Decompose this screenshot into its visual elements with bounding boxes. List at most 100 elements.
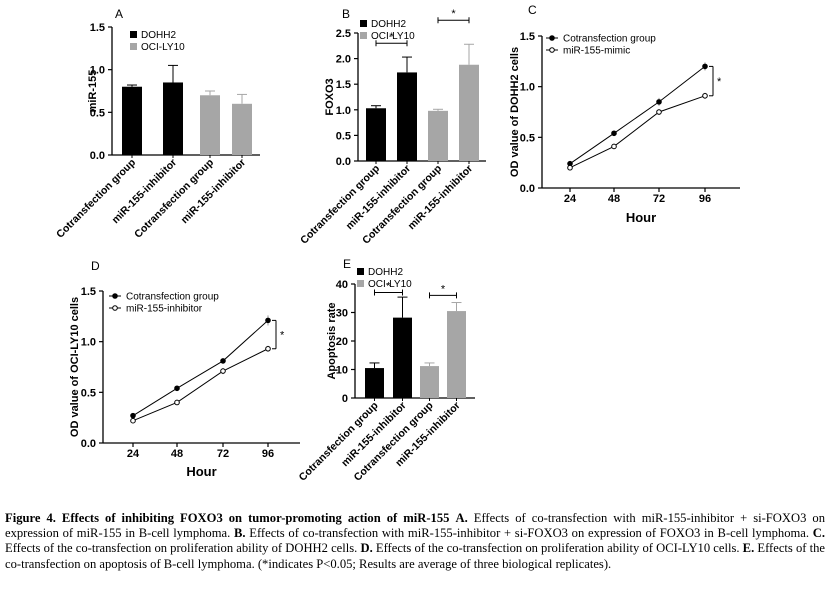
bar: [459, 64, 479, 161]
y-tick-label: 0.0: [90, 150, 105, 162]
legend-label-oci-ly10: OCI-LY10: [371, 31, 415, 42]
y-tick-label: 0.5: [81, 387, 96, 399]
caption-text-a: Effects of co-transfection with miR-155-…: [5, 511, 825, 541]
y-tick-label: 1.0: [336, 105, 351, 117]
panel-letter: A: [115, 7, 123, 21]
significance-label: *: [386, 281, 391, 293]
caption-label-e: E.: [742, 541, 755, 556]
data-point: [702, 63, 708, 70]
y-tick-label: 1.5: [520, 31, 535, 43]
significance-label: *: [717, 76, 722, 88]
caption-label-b: B.: [233, 526, 246, 541]
series-line-mir-155-mimic: [569, 95, 706, 169]
y-tick-label: 2.0: [336, 54, 351, 66]
figure-canvas: ADOHH2OCI-LY100.00.51.01.5miR-155Cotrans…: [54, 3, 740, 484]
y-tick-label: 20: [336, 336, 348, 348]
panel-letter: B: [342, 7, 350, 21]
legend-swatch-oci-ly10: [360, 32, 367, 39]
y-tick-label: 1.5: [90, 22, 105, 34]
y-tick-label: 0.5: [336, 130, 351, 142]
x-tick-label: 48: [171, 448, 183, 460]
significance-label: *: [280, 330, 285, 342]
legend-marker-cotransfection-group: [112, 293, 118, 299]
caption-label-a: A.: [455, 511, 468, 525]
legend-label-cotransfection-group: Cotransfection group: [563, 34, 656, 45]
data-point: [611, 143, 617, 150]
legend-marker-mir-155-mimic: [549, 47, 555, 53]
y-tick-label: 1.5: [81, 286, 96, 298]
legend-label-dohh2: DOHH2: [141, 30, 176, 41]
bar: [397, 72, 417, 161]
legend-label-oci-ly10: OCI-LY10: [368, 279, 412, 290]
y-tick-label: 1.0: [520, 82, 535, 94]
legend-swatch-oci-ly10: [130, 43, 137, 50]
data-point: [567, 164, 573, 171]
bar: [447, 311, 466, 398]
data-point: [174, 385, 180, 392]
caption-text-d: Effects of the co-transfection on prolif…: [375, 541, 740, 556]
bar: [393, 317, 412, 398]
legend-swatch-dohh2: [357, 268, 364, 275]
bar: [420, 366, 439, 398]
figure-caption: Figure 4. Effects of inhibiting FOXO3 on…: [5, 511, 825, 572]
y-tick-label: 40: [336, 279, 348, 291]
panel-c-chart: C 0.0 0.5 1.0 1.5 OD value of DOHH2 cells 24 48…: [509, 3, 740, 225]
caption-text-e: Effects of the co-transfection on apopto…: [5, 541, 826, 571]
y-tick-label: 0.5: [520, 132, 535, 144]
x-tick-label: 24: [127, 448, 140, 460]
legend-label-dohh2: DOHH2: [371, 19, 406, 30]
caption-label-d: D.: [360, 541, 373, 556]
y-axis-title: OD value of OCI-LY10 cells: [69, 297, 81, 437]
y-tick-label: 10: [336, 365, 348, 377]
legend-marker-cotransfection-group: [549, 35, 555, 41]
data-point: [611, 130, 617, 137]
data-point: [130, 412, 136, 419]
y-tick-label: 2.5: [336, 28, 351, 40]
panel-letter: E: [343, 257, 351, 271]
bar: [428, 110, 448, 161]
significance-label: *: [389, 31, 394, 43]
x-tick-label: 72: [653, 193, 665, 205]
data-point: [265, 345, 271, 352]
bar: [122, 86, 142, 155]
legend-label-mir-155-mimic: miR-155-mimic: [563, 46, 630, 57]
significance-label: *: [441, 283, 446, 295]
data-point: [702, 92, 708, 99]
x-tick-label: 72: [217, 448, 229, 460]
y-tick-label: 1.0: [90, 65, 105, 77]
legend-label-cotransfection-group: Cotransfection group: [126, 292, 219, 303]
x-tick-label: 96: [699, 193, 711, 205]
figure: A DOHH2 OCI-LY10 0.0 0.5 1.0 1.5 miR-155 Cotrans…: [54, 3, 740, 484]
bar: [163, 82, 183, 155]
x-tick-label: Cotransfection group: [54, 157, 138, 241]
legend-label-oci-ly10: OCI-LY10: [141, 42, 185, 53]
legend-swatch-dohh2: [360, 20, 367, 27]
caption-text-c: Effects of the co-transfection on prolif…: [5, 541, 358, 556]
y-axis-title: FOXO3: [324, 78, 336, 115]
y-tick-label: 1.5: [336, 79, 351, 91]
data-point: [130, 417, 136, 424]
bar: [366, 108, 386, 161]
y-tick-label: 0.0: [520, 183, 535, 195]
y-axis-title: Apoptosis rate: [326, 302, 338, 379]
y-tick-label: 0.0: [336, 156, 351, 168]
y-tick-label: 0.0: [81, 438, 96, 450]
series-line-cotransfection-group: [132, 320, 269, 417]
x-axis-title: Hour: [186, 464, 216, 479]
bar: [200, 95, 220, 155]
panel-letter: D: [91, 259, 100, 273]
y-axis-title: miR-155: [87, 70, 99, 113]
x-axis-title: Hour: [626, 210, 656, 225]
caption-label-c: C.: [812, 526, 826, 541]
x-tick-label: 48: [608, 193, 620, 205]
data-point: [220, 358, 226, 364]
series-line-mir-155-inhibitor: [132, 348, 269, 422]
legend-swatch-dohh2: [130, 31, 137, 38]
y-tick-label: 0: [342, 393, 348, 405]
y-tick-label: 0.5: [90, 107, 105, 119]
y-axis-title: OD value of DOHH2 cells: [509, 47, 521, 177]
legend-label-dohh2: DOHH2: [368, 267, 403, 278]
x-tick-label: 24: [564, 193, 577, 205]
data-point: [265, 317, 271, 324]
